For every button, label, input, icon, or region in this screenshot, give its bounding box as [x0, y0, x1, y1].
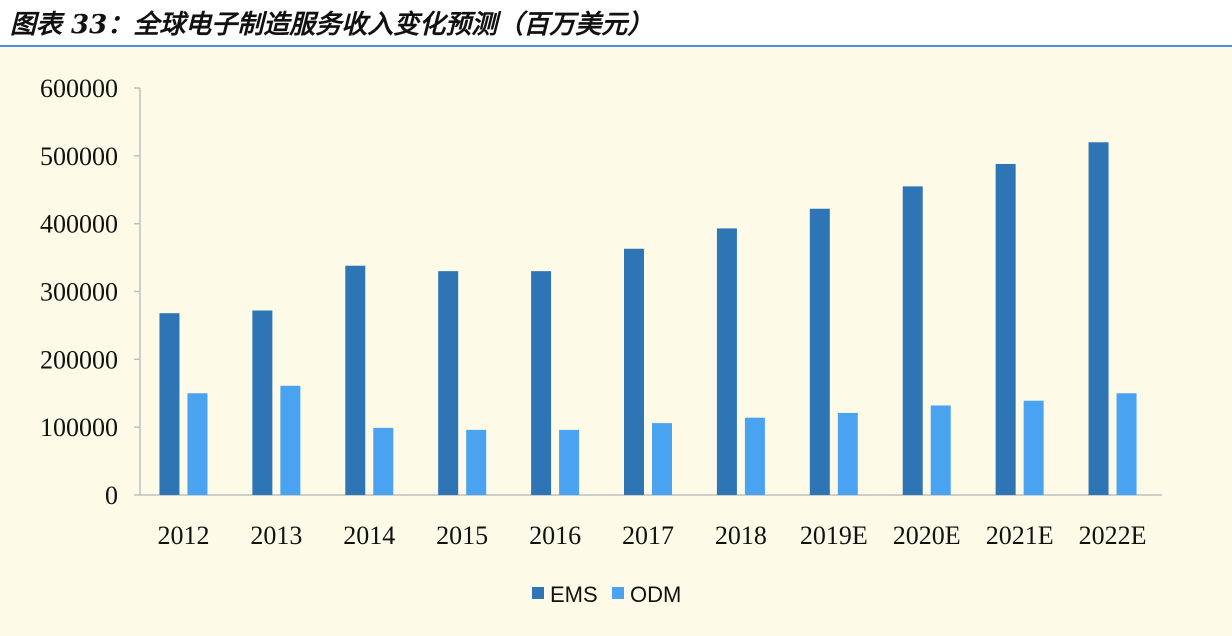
bar-odm-2017 [652, 423, 672, 495]
bar-odm-2018 [744, 417, 765, 495]
x-tick-label: 2017 [622, 521, 674, 550]
x-tick-label: 2013 [250, 521, 302, 550]
y-tick-label: 500000 [40, 142, 118, 171]
x-tick-label: 2021E [986, 521, 1054, 550]
bar-ems-2017 [624, 248, 644, 495]
x-tick-label: 2022E [1079, 521, 1147, 550]
bar-ems-2018 [716, 228, 737, 496]
bar-odm-2016 [559, 429, 580, 495]
bar-odm-2014 [373, 427, 394, 495]
x-tick-label: 2014 [343, 521, 395, 550]
bar-chart: 0 100000 200000 300000 400000 500000 600000 201… [40, 74, 1162, 607]
bar-odm-2013 [280, 385, 301, 495]
bar-ems-2019e [809, 208, 830, 495]
bar-ems-2015 [438, 271, 459, 495]
bar-odm-2015 [466, 429, 487, 495]
bar-ems-2014 [345, 265, 366, 495]
bar-ems-2021e [995, 163, 1016, 495]
y-tick-label: 200000 [40, 345, 118, 374]
legend-swatch-odm [612, 587, 624, 599]
x-tick-label: 2015 [436, 521, 488, 550]
x-tick-label: 2016 [529, 521, 581, 550]
figure-title-bar: 图表 33：全球电子制造服务收入变化预测（百万美元） [0, 0, 1232, 47]
legend-swatch-ems [532, 587, 544, 599]
chart-panel: 0 100000 200000 300000 400000 500000 600000 201… [0, 48, 1232, 636]
x-tick-label: 2019E [800, 521, 868, 550]
bar-odm-2019e [837, 412, 858, 495]
y-tick-label: 100000 [40, 413, 118, 442]
figure-title: 图表 33：全球电子制造服务收入变化预测（百万美元） [10, 10, 654, 40]
y-tick-label: 600000 [40, 74, 118, 103]
y-tick-label: 300000 [40, 278, 118, 307]
x-tick-label: 2020E [893, 521, 961, 550]
x-tick-label: 2012 [157, 521, 209, 550]
bar-ems-2012 [159, 313, 180, 495]
x-tick-label: 2018 [715, 521, 767, 550]
bar-odm-2021e [1023, 400, 1044, 495]
legend-label-odm: ODM [630, 582, 681, 607]
bar-ems-2022e [1088, 142, 1109, 495]
y-tick-label: 0 [105, 481, 118, 510]
bar-odm-2012 [187, 393, 208, 495]
y-tick-label: 400000 [40, 210, 118, 239]
bar-odm-2022e [1116, 393, 1137, 495]
bar-odm-2020e [930, 405, 951, 495]
bar-ems-2016 [531, 271, 552, 495]
legend-label-ems: EMS [550, 582, 598, 607]
bar-ems-2013 [252, 310, 273, 495]
bar-ems-2020e [902, 186, 923, 495]
